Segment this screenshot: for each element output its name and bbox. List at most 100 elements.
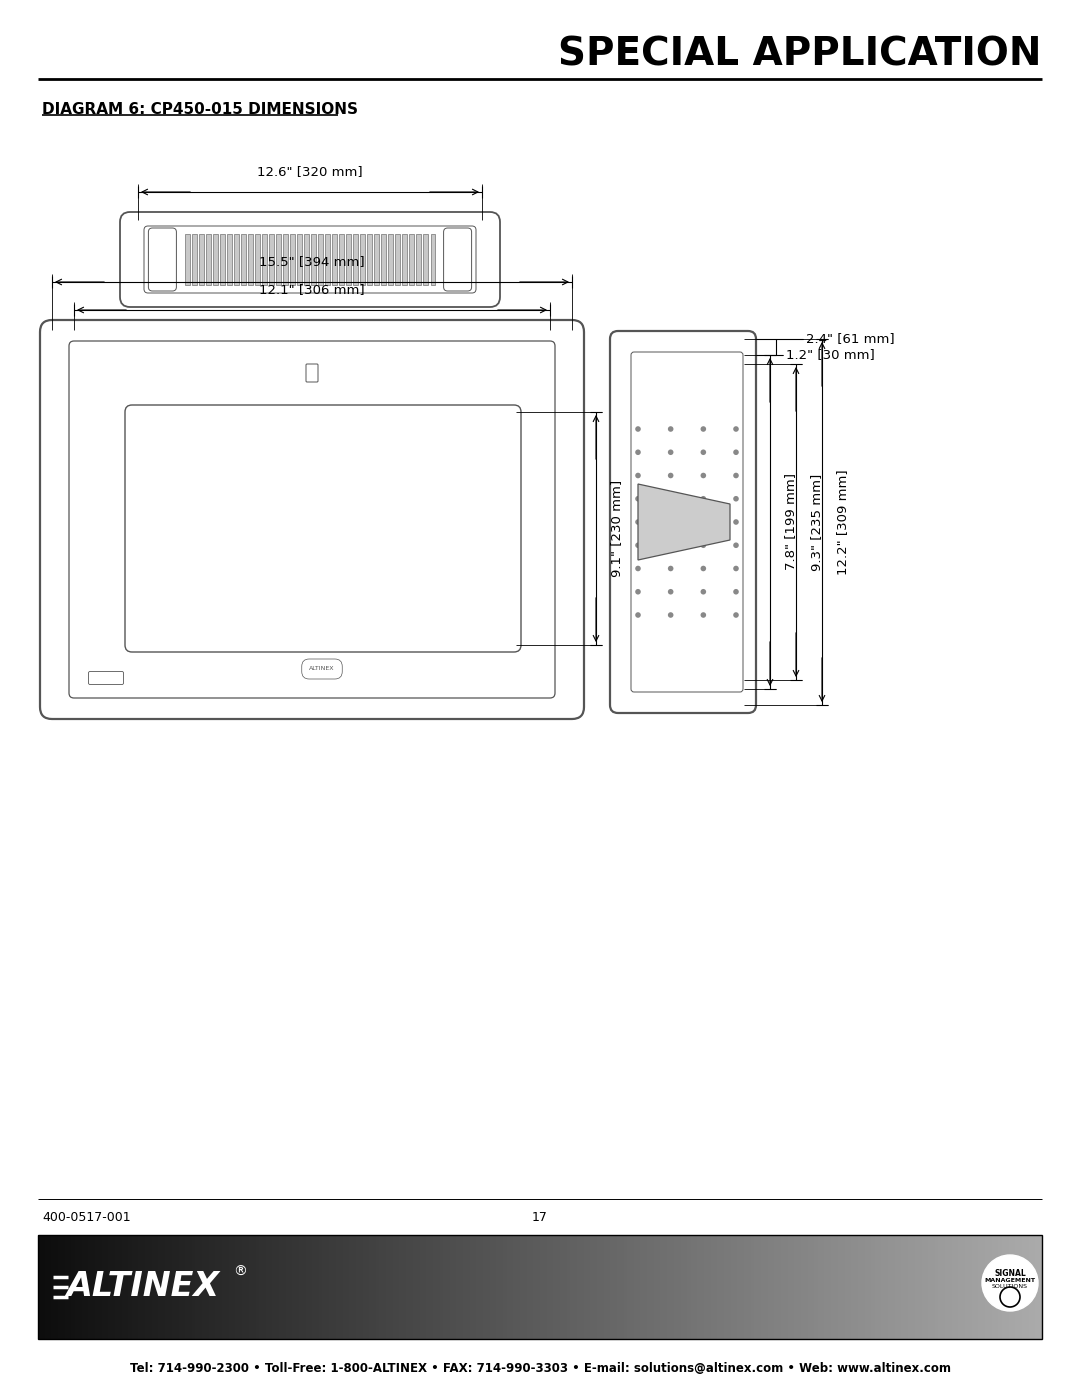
Circle shape bbox=[733, 426, 739, 432]
Bar bbox=[419, 1235, 423, 1338]
Bar bbox=[821, 1235, 824, 1338]
Bar bbox=[135, 1235, 138, 1338]
Bar bbox=[222, 1235, 226, 1338]
Bar bbox=[242, 1235, 245, 1338]
Bar bbox=[312, 1235, 315, 1338]
Bar bbox=[352, 1235, 356, 1338]
Bar bbox=[363, 1235, 366, 1338]
Bar bbox=[724, 1235, 728, 1338]
Bar bbox=[296, 1235, 299, 1338]
Bar bbox=[227, 235, 231, 285]
Bar bbox=[390, 1235, 393, 1338]
Bar bbox=[851, 1235, 854, 1338]
Bar bbox=[476, 1235, 480, 1338]
Bar bbox=[540, 1235, 543, 1338]
Text: 15.5" [394 mm]: 15.5" [394 mm] bbox=[259, 256, 365, 268]
Bar bbox=[972, 1235, 975, 1338]
FancyBboxPatch shape bbox=[125, 405, 521, 652]
Circle shape bbox=[667, 472, 674, 478]
Bar bbox=[299, 1235, 302, 1338]
Bar bbox=[315, 1235, 319, 1338]
Bar bbox=[948, 1235, 951, 1338]
Bar bbox=[945, 1235, 948, 1338]
Bar bbox=[1032, 1235, 1036, 1338]
Bar bbox=[353, 235, 357, 285]
Bar bbox=[988, 1235, 991, 1338]
Bar bbox=[38, 1235, 41, 1338]
Bar bbox=[105, 1235, 108, 1338]
Bar bbox=[731, 1235, 734, 1338]
Bar bbox=[905, 1235, 908, 1338]
Bar bbox=[215, 1235, 219, 1338]
Bar bbox=[657, 1235, 661, 1338]
Bar bbox=[65, 1235, 68, 1338]
Bar bbox=[674, 1235, 677, 1338]
Bar bbox=[586, 1235, 590, 1338]
Bar bbox=[62, 1235, 65, 1338]
Bar bbox=[561, 1235, 564, 1338]
Bar bbox=[534, 1235, 537, 1338]
Circle shape bbox=[701, 590, 706, 595]
Bar bbox=[550, 1235, 553, 1338]
Bar bbox=[556, 1235, 561, 1338]
Bar bbox=[835, 1235, 838, 1338]
Text: 1.2" [30 mm]: 1.2" [30 mm] bbox=[786, 348, 875, 362]
Bar bbox=[319, 235, 323, 285]
Bar bbox=[597, 1235, 600, 1338]
Bar bbox=[346, 1235, 349, 1338]
Bar bbox=[220, 235, 225, 285]
Circle shape bbox=[733, 590, 739, 595]
Bar bbox=[460, 1235, 463, 1338]
Bar bbox=[650, 1235, 653, 1338]
Bar bbox=[707, 1235, 711, 1338]
Bar bbox=[627, 1235, 631, 1338]
Bar bbox=[275, 1235, 279, 1338]
Bar bbox=[801, 1235, 805, 1338]
Bar bbox=[306, 1235, 309, 1338]
Bar bbox=[232, 1235, 235, 1338]
Circle shape bbox=[667, 612, 674, 617]
Bar bbox=[192, 235, 197, 285]
Bar bbox=[912, 1235, 915, 1338]
Circle shape bbox=[701, 450, 706, 455]
Bar bbox=[276, 235, 281, 285]
Bar bbox=[594, 1235, 597, 1338]
Bar bbox=[156, 1235, 159, 1338]
Bar bbox=[530, 1235, 534, 1338]
Bar bbox=[283, 235, 287, 285]
Bar bbox=[185, 235, 189, 285]
Bar bbox=[152, 1235, 156, 1338]
Circle shape bbox=[701, 472, 706, 478]
Bar bbox=[393, 1235, 396, 1338]
Bar bbox=[111, 1235, 114, 1338]
Bar bbox=[114, 1235, 119, 1338]
Bar bbox=[553, 1235, 556, 1338]
Bar bbox=[427, 1235, 430, 1338]
Bar bbox=[583, 1235, 586, 1338]
Bar bbox=[138, 1235, 141, 1338]
Bar bbox=[333, 1235, 336, 1338]
Bar bbox=[644, 1235, 647, 1338]
Circle shape bbox=[701, 612, 706, 617]
Bar bbox=[747, 1235, 751, 1338]
Bar bbox=[610, 1235, 613, 1338]
Bar bbox=[811, 1235, 814, 1338]
Bar bbox=[423, 1235, 427, 1338]
Circle shape bbox=[667, 542, 674, 548]
Bar bbox=[297, 235, 301, 285]
Bar bbox=[235, 1235, 239, 1338]
Bar bbox=[567, 1235, 570, 1338]
Bar bbox=[457, 1235, 460, 1338]
Bar bbox=[311, 235, 315, 285]
Bar bbox=[178, 1235, 181, 1338]
Bar bbox=[102, 1235, 105, 1338]
Bar bbox=[500, 1235, 503, 1338]
Bar bbox=[564, 1235, 567, 1338]
Bar bbox=[148, 1235, 152, 1338]
Text: 9.1" [230 mm]: 9.1" [230 mm] bbox=[610, 481, 623, 577]
Bar bbox=[71, 1235, 75, 1338]
Bar bbox=[376, 1235, 379, 1338]
Bar bbox=[999, 1235, 1002, 1338]
FancyBboxPatch shape bbox=[89, 672, 123, 685]
Bar bbox=[787, 1235, 791, 1338]
